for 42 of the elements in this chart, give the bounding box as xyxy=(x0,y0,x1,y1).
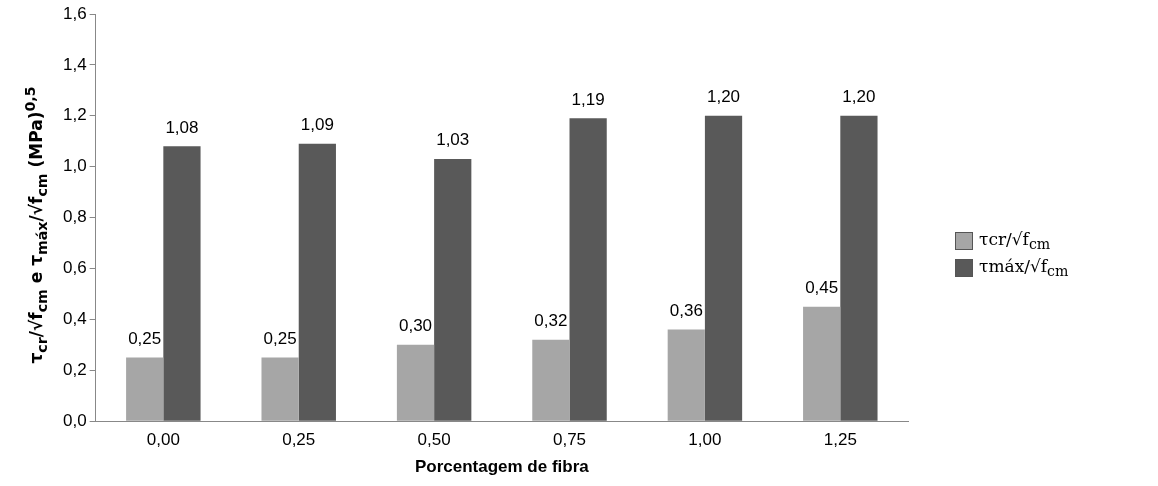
bar xyxy=(569,118,607,421)
data-label: 0,30 xyxy=(398,316,433,336)
data-label: 0,25 xyxy=(263,328,297,348)
y-tick-label: 1,2 xyxy=(62,105,87,125)
y-tick-label: 1,0 xyxy=(62,156,87,176)
x-tick-label: 1,25 xyxy=(823,430,857,450)
x-tick-label: 0,50 xyxy=(417,430,451,450)
data-label: 0,25 xyxy=(128,328,162,348)
bar xyxy=(667,329,705,421)
data-label: 0,32 xyxy=(534,310,568,330)
data-label: 1,20 xyxy=(842,86,876,106)
legend-label: τcr/√f$_{cm}$ xyxy=(979,229,1051,253)
bar xyxy=(126,357,164,421)
data-label: 0,36 xyxy=(669,300,703,320)
y-tick-label: 0,6 xyxy=(62,258,87,278)
data-label: 1,09 xyxy=(300,114,334,134)
bar xyxy=(396,344,435,421)
y-tick-label: 0,8 xyxy=(62,207,87,227)
data-label: 1,20 xyxy=(706,86,741,106)
bar xyxy=(163,146,201,421)
bar xyxy=(298,143,336,421)
bar xyxy=(704,115,743,421)
bar xyxy=(840,115,878,421)
legend-label: τmáx/√f$_{cm}$ xyxy=(979,256,1069,280)
x-tick-label: 1,00 xyxy=(688,430,722,450)
y-tick-label: 0,4 xyxy=(62,309,87,329)
data-label: 0,45 xyxy=(805,277,839,297)
y-tick-label: 0,2 xyxy=(62,359,87,379)
bar xyxy=(261,357,299,421)
y-tick-label: 1,6 xyxy=(62,3,87,23)
bar xyxy=(803,306,841,421)
bar xyxy=(532,339,570,421)
x-tick-label: 0,75 xyxy=(552,430,587,450)
data-label: 1,19 xyxy=(571,89,605,109)
x-tick-label: 0,00 xyxy=(146,430,180,450)
y-tick-label: 1,4 xyxy=(62,54,87,74)
y-tick-label: 0,0 xyxy=(62,410,87,430)
x-tick-label: 0,25 xyxy=(282,430,316,450)
x-axis-title: Porcentagem de fibra xyxy=(414,457,590,477)
data-label: 1,03 xyxy=(436,130,470,150)
data-label: 1,08 xyxy=(165,117,199,137)
bar xyxy=(434,159,472,421)
